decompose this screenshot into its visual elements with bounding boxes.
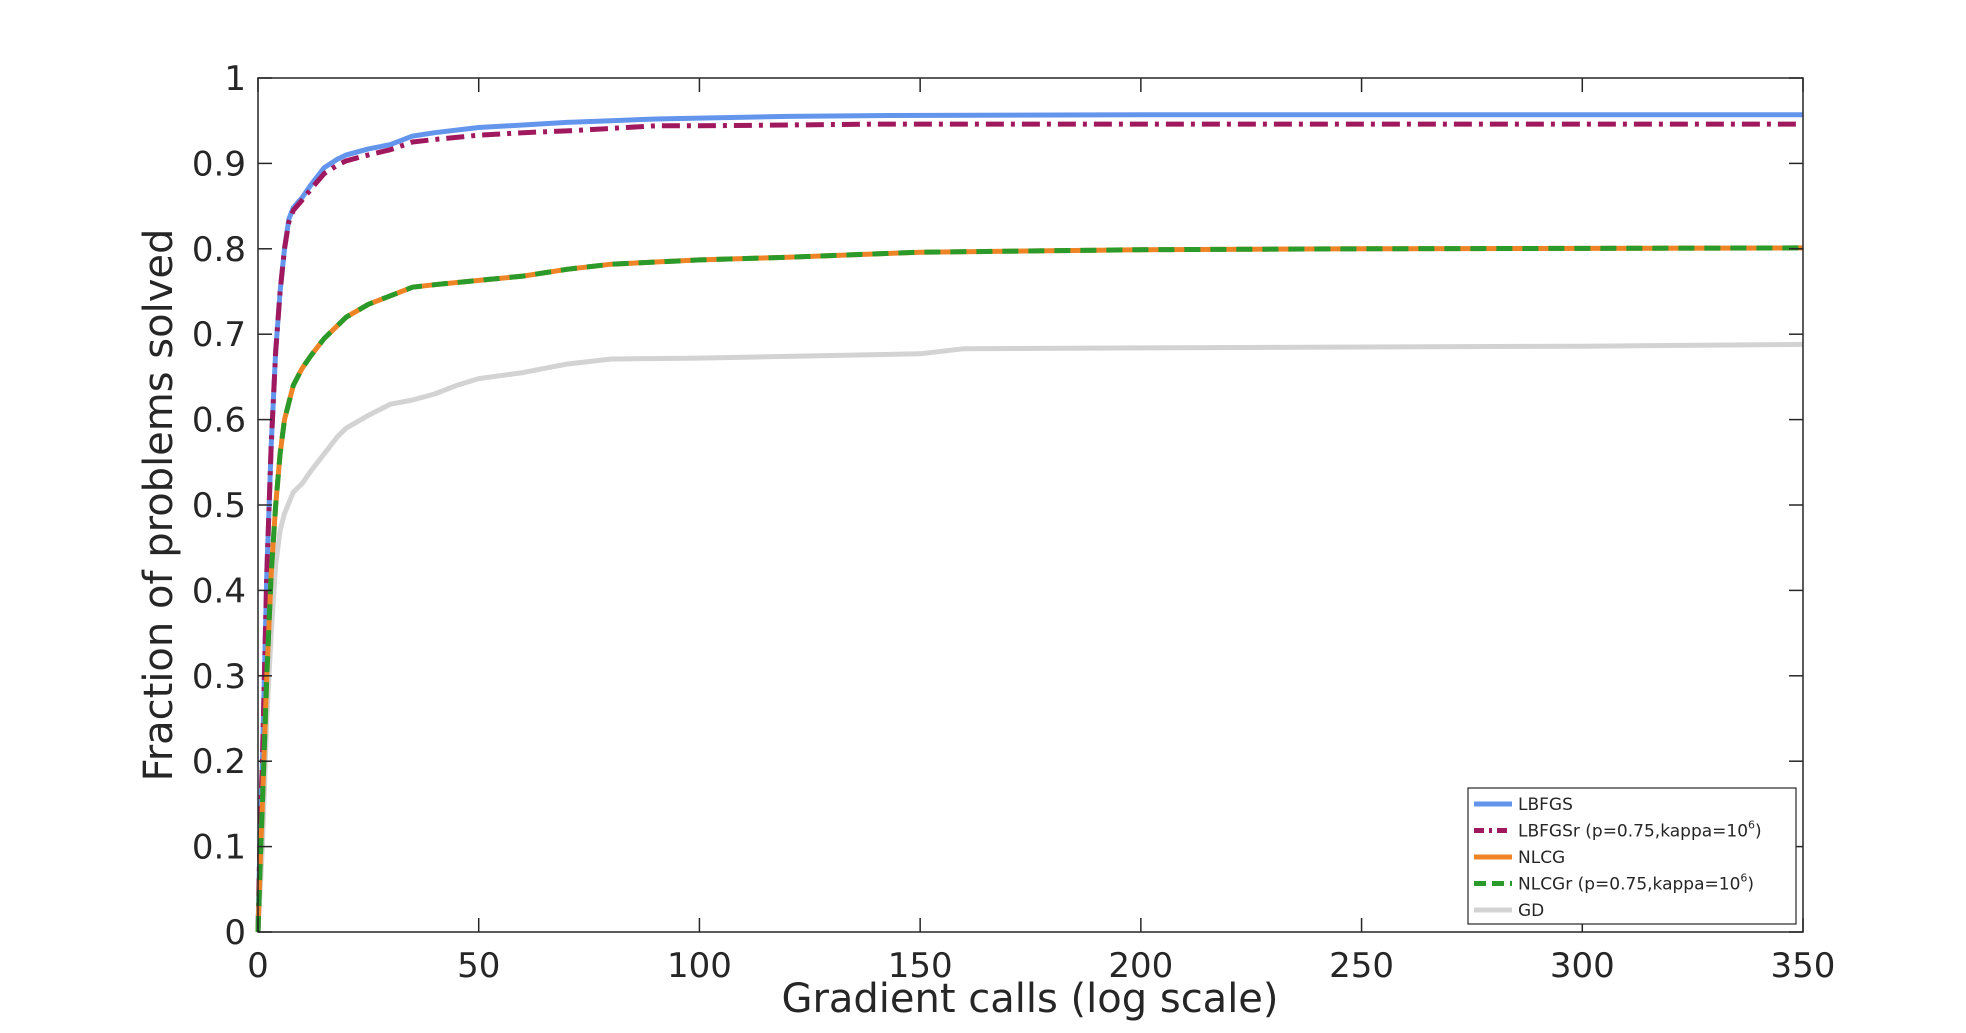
legend-label: GD <box>1518 901 1544 921</box>
y-tick-label: 0.2 <box>192 742 246 782</box>
y-tick-label: 0.9 <box>192 144 246 184</box>
legend-label: LBFGSr (p=0.75,kappa=106) <box>1518 819 1762 842</box>
y-tick-label: 0.1 <box>192 828 246 868</box>
x-tick-label: 0 <box>247 946 269 986</box>
x-tick-label: 100 <box>667 946 732 986</box>
legend-box <box>1467 787 1797 925</box>
y-tick-label: 0.7 <box>192 315 246 355</box>
y-tick-label: 0 <box>224 913 246 953</box>
y-tick-label: 0.3 <box>192 657 246 697</box>
x-axis-title: Gradient calls (log scale) <box>781 976 1278 1022</box>
x-tick-label: 50 <box>457 946 500 986</box>
x-tick-label: 200 <box>1108 946 1173 986</box>
x-tick-label: 250 <box>1329 946 1394 986</box>
y-tick-label: 0.8 <box>192 230 246 270</box>
series-lines <box>255 112 1804 933</box>
legend-label: NLCGr (p=0.75,kappa=106) <box>1518 872 1754 895</box>
y-tick-label: 0.6 <box>192 401 246 441</box>
x-tick-label: 150 <box>888 946 953 986</box>
legend-label: NLCG <box>1518 848 1565 868</box>
legend: LBFGS LBFGSr (p=0.75,kappa=106) NLCG NLCGr … <box>1467 787 1797 925</box>
y-axis-title: Fraction of problems solved <box>136 229 182 782</box>
x-tick-label: 300 <box>1550 946 1615 986</box>
series-line-1 <box>255 121 1803 933</box>
y-tick-label: 0.5 <box>192 486 246 526</box>
legend-label: LBFGS <box>1518 795 1573 815</box>
series-line-3 <box>255 245 1804 933</box>
y-tick-label: 1 <box>224 59 246 99</box>
axes: 0 50 100 150 200 250 300 350 0 0.1 0.2 0.3 0.4 0.5 0.6… <box>192 59 1836 986</box>
x-tick-label: 350 <box>1771 946 1836 986</box>
y-tick-label: 0.4 <box>192 571 246 611</box>
series-line-4 <box>255 341 1804 933</box>
